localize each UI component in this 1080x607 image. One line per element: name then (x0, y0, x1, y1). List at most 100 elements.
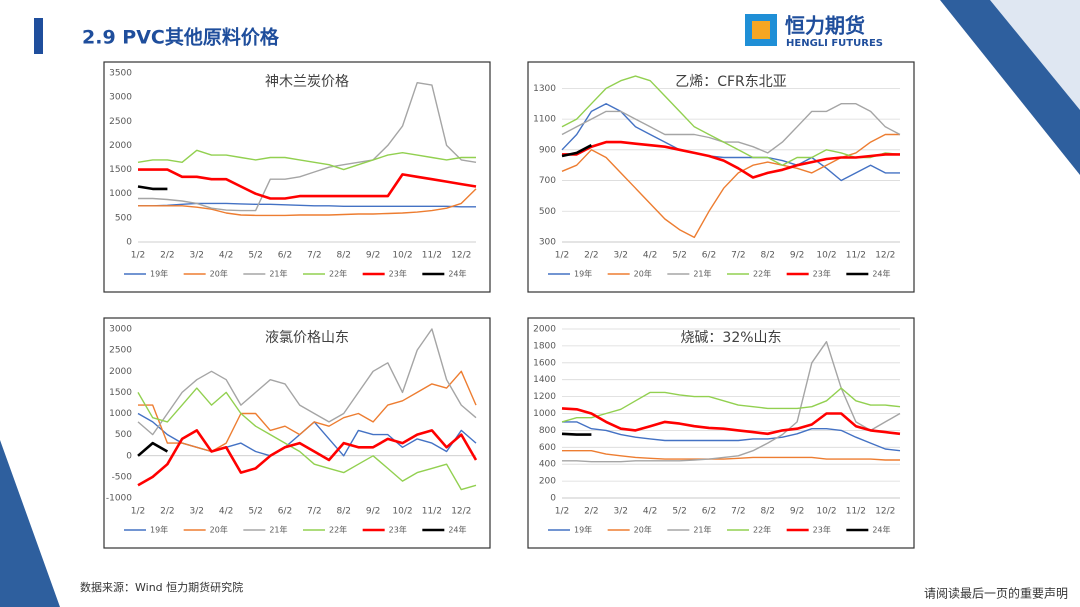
x-tick-label: 8/2 (336, 507, 350, 517)
y-tick-label: 3000 (109, 93, 132, 103)
x-tick-label: 8/2 (760, 507, 774, 517)
y-tick-label: 3500 (109, 69, 132, 79)
x-tick-label: 9/2 (366, 507, 380, 517)
y-tick-label: 1300 (533, 84, 556, 94)
legend-label: 19年 (574, 525, 592, 535)
x-tick-label: 9/2 (790, 251, 804, 261)
y-tick-label: 600 (539, 443, 556, 453)
corner-decoration (0, 440, 60, 607)
x-tick-label: 10/2 (392, 507, 412, 517)
chart-title: 乙烯：CFR东北亚 (675, 74, 787, 90)
series-line (137, 429, 478, 487)
x-tick-label: 2/2 (160, 251, 174, 261)
x-tick-label: 2/2 (584, 251, 598, 261)
y-tick-label: 1400 (533, 375, 556, 385)
legend-label: 21年 (269, 525, 287, 535)
legend-label: 23年 (389, 269, 407, 279)
legend-label: 19年 (150, 525, 168, 535)
x-tick-label: 1/2 (555, 251, 569, 261)
legend-label: 23年 (813, 525, 831, 535)
series-line (137, 149, 476, 171)
y-tick-label: 1600 (533, 358, 556, 368)
x-tick-label: 7/2 (731, 251, 745, 261)
x-tick-label: 5/2 (672, 251, 686, 261)
series-line (562, 450, 900, 461)
y-tick-label: 2000 (109, 141, 132, 151)
legend-label: 20年 (634, 525, 652, 535)
x-tick-label: 12/2 (451, 251, 471, 261)
series-line (562, 140, 900, 179)
y-tick-label: 900 (539, 145, 556, 155)
x-tick-label: 5/2 (672, 507, 686, 517)
chart-title: 神木兰炭价格 (265, 74, 349, 90)
legend-label: 23年 (813, 269, 831, 279)
legend-label: 22年 (329, 525, 347, 535)
legend-label: 20年 (634, 269, 652, 279)
x-tick-label: 4/2 (219, 507, 233, 517)
chart-frame (527, 317, 915, 549)
series-line (138, 188, 477, 217)
legend-label: 21年 (693, 525, 711, 535)
legend-label: 20年 (210, 269, 228, 279)
y-tick-label: 1000 (109, 409, 132, 419)
legend-label: 24年 (872, 269, 890, 279)
chart-title: 烧碱：32%山东 (680, 330, 781, 346)
series-line (562, 421, 901, 452)
series-line (562, 341, 901, 463)
series-line (137, 387, 477, 491)
x-tick-label: 4/2 (219, 251, 233, 261)
series-line (138, 370, 477, 453)
x-tick-label: 3/2 (190, 251, 204, 261)
x-tick-label: 9/2 (366, 251, 380, 261)
y-tick-label: 2000 (533, 325, 556, 335)
y-tick-label: -500 (112, 472, 133, 482)
x-tick-label: 10/2 (816, 251, 836, 261)
y-tick-label: 800 (539, 426, 556, 436)
series-line (561, 75, 901, 166)
series-line (561, 144, 593, 158)
y-tick-label: 500 (115, 213, 132, 223)
x-tick-label: 3/2 (190, 507, 204, 517)
y-tick-label: 1100 (533, 115, 556, 125)
y-tick-label: 2000 (109, 367, 132, 377)
x-tick-label: 6/2 (278, 507, 292, 517)
series-line (137, 328, 477, 436)
x-tick-label: 6/2 (702, 507, 716, 517)
legend-label: 22年 (329, 269, 347, 279)
disclaimer: 请阅读最后一页的重要声明 (924, 586, 1068, 601)
x-tick-label: 11/2 (846, 507, 866, 517)
x-tick-label: 12/2 (451, 507, 471, 517)
y-tick-label: 200 (539, 477, 556, 487)
series-line (137, 441, 169, 457)
x-tick-label: 6/2 (702, 251, 716, 261)
series-line (137, 185, 168, 191)
slide-title: 2.9 PVC其他原料价格 (82, 26, 280, 49)
series-line (561, 407, 901, 436)
series-line (561, 103, 900, 182)
legend-label: 24年 (448, 269, 466, 279)
x-tick-label: 9/2 (790, 507, 804, 517)
y-tick-label: 0 (550, 494, 556, 504)
x-tick-label: 11/2 (422, 251, 442, 261)
legend-label: 22年 (753, 269, 771, 279)
series-line (561, 103, 901, 154)
legend-label: 21年 (693, 269, 711, 279)
y-tick-label: 500 (115, 430, 132, 440)
y-tick-label: -1000 (106, 494, 132, 504)
corner-decoration (990, 0, 1080, 110)
x-tick-label: 6/2 (278, 251, 292, 261)
y-tick-label: 2500 (109, 117, 132, 127)
logo-text: 恒力期货 (785, 14, 865, 38)
y-tick-label: 300 (539, 238, 556, 248)
series-line (561, 432, 592, 436)
legend-label: 19年 (574, 269, 592, 279)
x-tick-label: 2/2 (160, 507, 174, 517)
chart-title: 液氯价格山东 (265, 330, 349, 346)
legend-label: 24年 (872, 525, 890, 535)
logo-text-en: HENGLI FUTURES (786, 38, 883, 49)
x-tick-label: 5/2 (248, 507, 262, 517)
y-tick-label: 700 (539, 176, 556, 186)
series-line (561, 387, 901, 423)
series-line (138, 82, 477, 212)
